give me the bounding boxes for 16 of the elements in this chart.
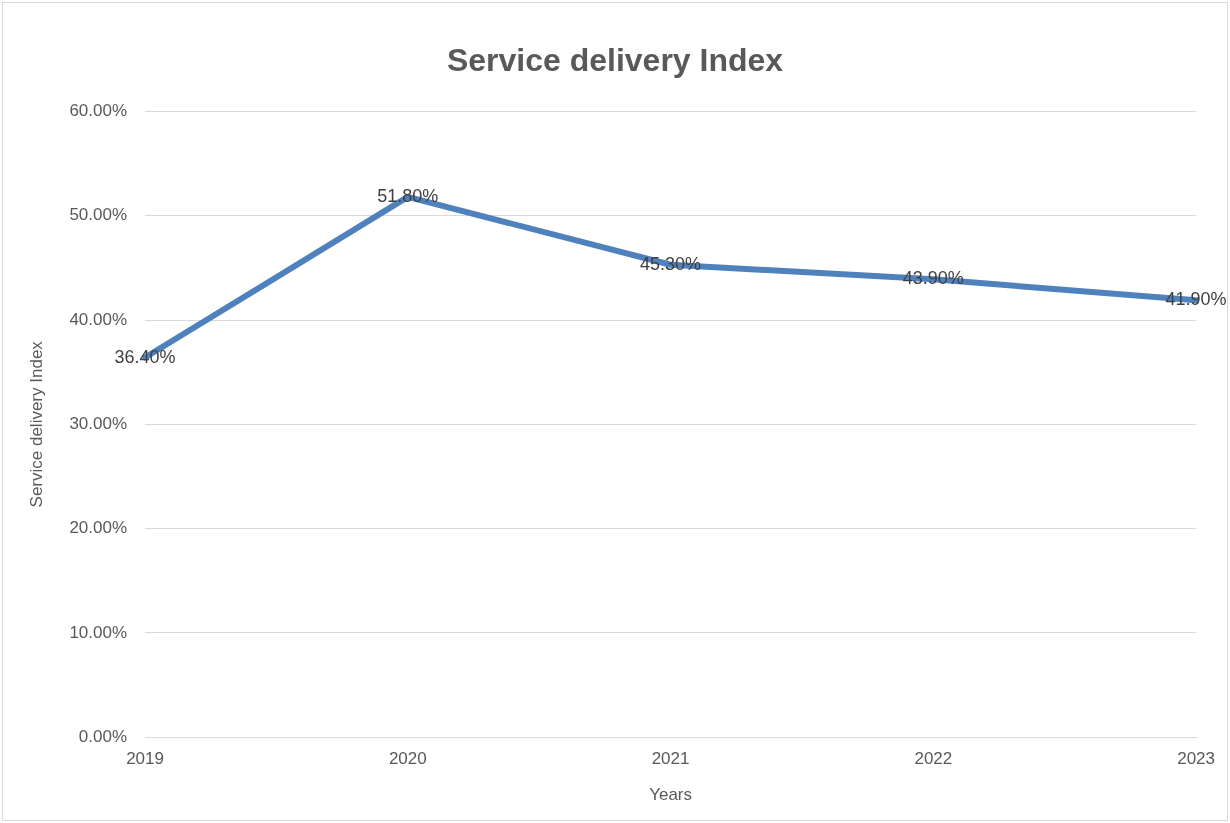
y-tick-label: 50.00% xyxy=(69,205,128,225)
text: 41.90% xyxy=(1165,289,1227,310)
y-tick-label: 20.00% xyxy=(69,518,128,538)
x-tick-label: 2019 xyxy=(126,749,164,769)
y-tick-label: 0.00% xyxy=(78,726,128,746)
x-axis-title: Years xyxy=(649,785,692,805)
x-tick-label: 2021 xyxy=(651,749,690,769)
y-tick-label: 30.00% xyxy=(69,413,128,433)
x-tick-label: 2023 xyxy=(1177,749,1215,769)
y-tick-label: 40.00% xyxy=(69,309,128,329)
y-axis-title: Service delivery Index xyxy=(26,340,46,508)
chart-title: Service delivery Index xyxy=(446,42,784,79)
x-tick-label: 2020 xyxy=(388,749,427,769)
y-tick-label: 10.00% xyxy=(69,622,128,642)
x-tick-label: 2022 xyxy=(914,749,953,769)
y-tick-label: 60.00% xyxy=(69,101,128,121)
